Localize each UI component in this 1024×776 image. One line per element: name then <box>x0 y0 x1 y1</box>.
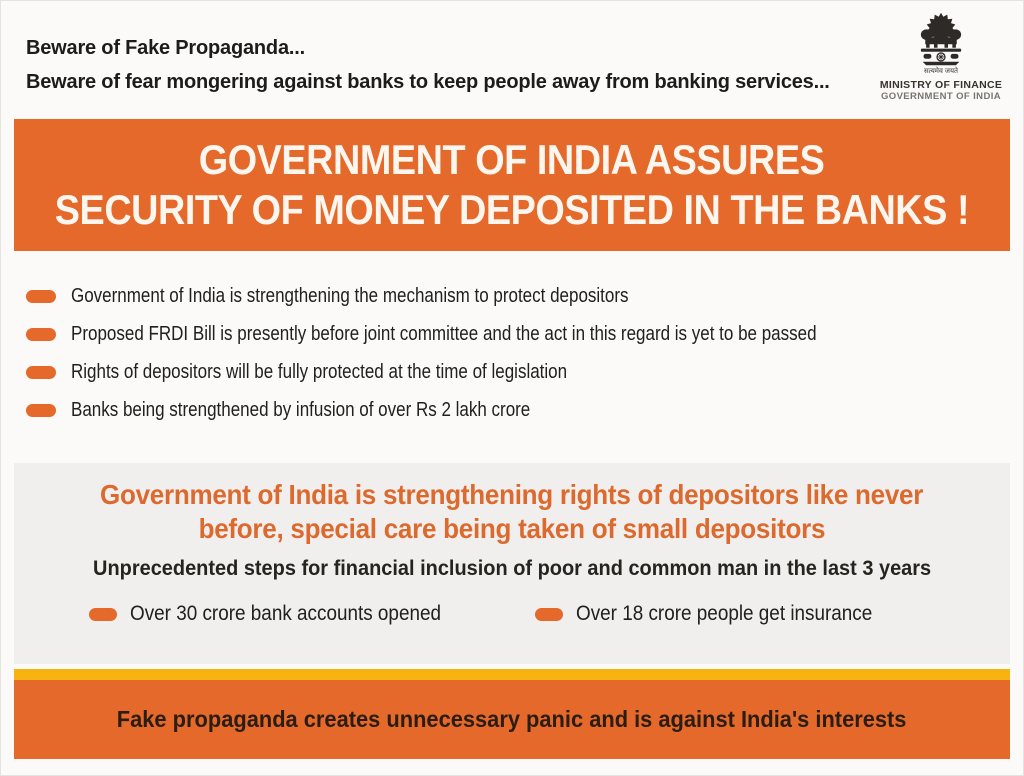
panel-heading-line-2: before, special care being taken of smal… <box>198 513 826 544</box>
footer-warning-band: Fake propaganda creates unnecessary pani… <box>14 680 1010 759</box>
assurance-text-1: Government of India is strengthening the… <box>71 285 629 307</box>
list-item: Proposed FRDI Bill is presently before j… <box>26 323 1023 346</box>
list-item: Over 18 crore people get insurance <box>535 602 905 626</box>
bullet-pill-icon <box>26 328 56 341</box>
list-item: Over 30 crore bank accounts opened <box>88 602 476 626</box>
panel-heading: Government of India is strengthening rig… <box>14 478 1010 546</box>
panel-subheading-text: Unprecedented steps for financial inclus… <box>92 557 932 580</box>
assurance-text-2: Proposed FRDI Bill is presently before j… <box>71 323 817 345</box>
main-banner: GOVERNMENT OF INDIA ASSURES SECURITY OF … <box>14 119 1010 251</box>
banner-title-line-1: GOVERNMENT OF INDIA ASSURES <box>199 136 825 183</box>
depositors-panel: Government of India is strengthening rig… <box>14 463 1010 664</box>
list-item: Government of India is strengthening the… <box>26 285 1023 308</box>
assurance-list: Government of India is strengthening the… <box>1 251 1023 463</box>
warning-line-2: Beware of fear mongering against banks t… <box>26 71 830 93</box>
header-warnings: Beware of Fake Propaganda... Beware of f… <box>26 31 873 99</box>
banner-title-line-2: SECURITY OF MONEY DEPOSITED IN THE BANKS… <box>54 186 970 233</box>
ashoka-lion-capital-icon <box>920 12 962 66</box>
ministry-of-finance-label: MINISTRY OF FINANCE <box>879 79 1003 91</box>
stat-insurance: Over 18 crore people get insurance <box>576 602 873 625</box>
emblem-motto: सत्यमेव जयते <box>923 68 959 75</box>
stats-row: Over 30 crore bank accounts opened Over … <box>14 602 1010 626</box>
list-item: Rights of depositors will be fully prote… <box>26 361 1023 384</box>
warning-line-1: Beware of Fake Propaganda... <box>26 37 305 59</box>
bullet-pill-icon <box>26 366 56 379</box>
list-item: Banks being strengthened by infusion of … <box>26 399 1023 422</box>
government-of-india-label: GOVERNMENT OF INDIA <box>880 91 1002 102</box>
footer-warning-text: Fake propaganda creates unnecessary pani… <box>117 706 907 732</box>
stat-bank-accounts: Over 30 crore bank accounts opened <box>129 602 441 625</box>
ministry-emblem-block: सत्यमेव जयते MINISTRY OF FINANCE GOVERNM… <box>877 11 1005 102</box>
assurance-text-3: Rights of depositors will be fully prote… <box>71 361 568 383</box>
bullet-pill-icon <box>26 404 56 417</box>
panel-heading-line-1: Government of India is strengthening rig… <box>100 479 924 510</box>
panel-subheading: Unprecedented steps for financial inclus… <box>14 557 1010 581</box>
bullet-pill-icon <box>26 290 56 303</box>
bullet-pill-icon <box>88 607 117 621</box>
header: Beware of Fake Propaganda... Beware of f… <box>1 1 1023 119</box>
bullet-pill-icon <box>535 607 564 621</box>
yellow-accent-strip <box>14 669 1010 680</box>
assurance-text-4: Banks being strengthened by infusion of … <box>71 399 531 421</box>
